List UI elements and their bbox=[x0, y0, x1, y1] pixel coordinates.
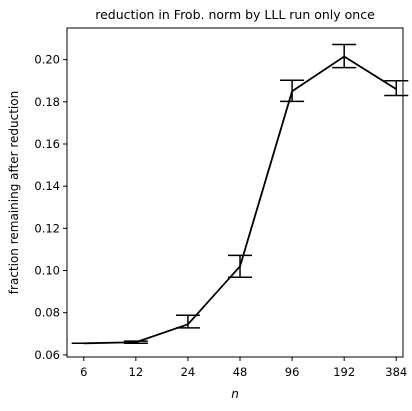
y-tick-label: 0.06 bbox=[34, 348, 60, 362]
x-tick-label: 48 bbox=[233, 365, 248, 379]
plot-area bbox=[66, 27, 404, 358]
x-tick-label: 192 bbox=[333, 365, 355, 379]
chart-title: reduction in Frob. norm by LLL run only … bbox=[95, 7, 375, 22]
y-tick-label: 0.10 bbox=[34, 264, 60, 278]
y-tick-label: 0.14 bbox=[34, 179, 60, 193]
y-axis: 0.06 0.08 0.10 0.12 0.14 0.16 0.18 0.20 bbox=[34, 53, 67, 362]
x-tick-label: 6 bbox=[80, 365, 87, 379]
error-bar bbox=[384, 79, 409, 97]
x-tick-label: 24 bbox=[181, 365, 196, 379]
error-bar bbox=[332, 43, 357, 69]
x-axis: 6 12 24 48 96 192 384 bbox=[80, 357, 407, 379]
x-tick-label: 384 bbox=[385, 365, 407, 379]
y-tick-label: 0.08 bbox=[34, 306, 60, 320]
y-tick-label: 0.18 bbox=[34, 95, 60, 109]
y-axis-label: fraction remaining after reduction bbox=[7, 91, 21, 294]
error-bar bbox=[175, 314, 200, 329]
error-bar bbox=[228, 254, 253, 279]
x-tick-label: 96 bbox=[285, 365, 300, 379]
error-bar bbox=[280, 79, 305, 103]
y-tick-label: 0.20 bbox=[34, 53, 60, 67]
x-axis-label: n bbox=[231, 387, 239, 401]
y-tick-label: 0.12 bbox=[34, 221, 60, 235]
error-bar bbox=[123, 340, 148, 345]
plot-frame bbox=[66, 27, 404, 358]
x-tick-label: 12 bbox=[129, 365, 144, 379]
y-tick-label: 0.16 bbox=[34, 137, 60, 151]
series-layer bbox=[71, 43, 409, 345]
